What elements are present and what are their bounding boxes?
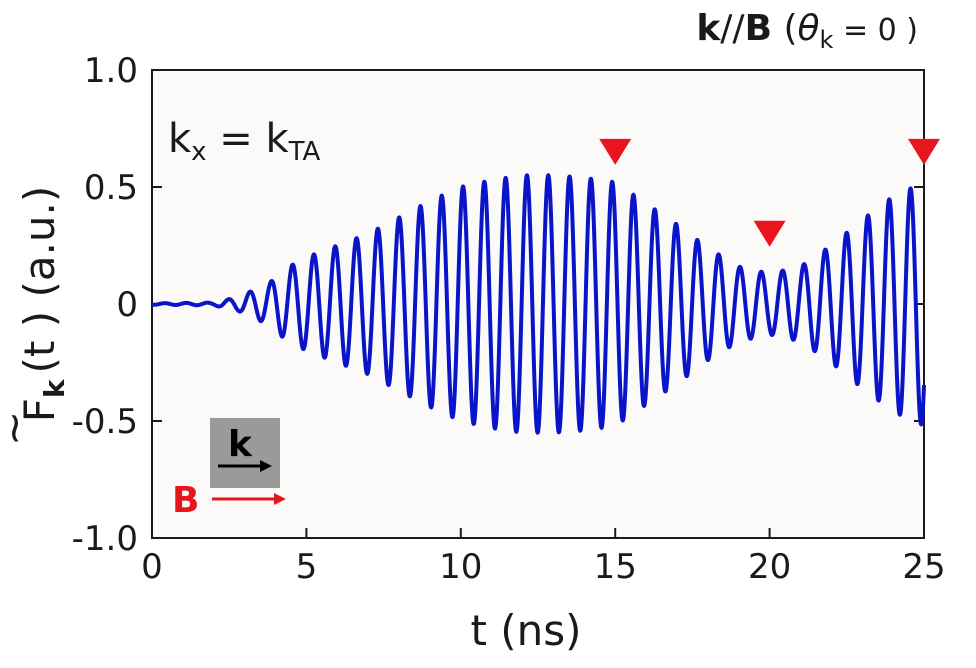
y-axis-label-tilde: ~ bbox=[0, 411, 38, 446]
y-tick-label: 0.5 bbox=[84, 168, 138, 208]
y-tick-label: 0 bbox=[116, 285, 138, 325]
y-tick-label: 1.0 bbox=[84, 51, 138, 91]
x-tick-label: 5 bbox=[296, 547, 318, 587]
inset-k-arrowhead bbox=[260, 460, 272, 472]
marker-triangle bbox=[599, 138, 632, 165]
wavevector-annotation: kx = kTA bbox=[168, 116, 321, 167]
y-tick-label: -0.5 bbox=[72, 402, 138, 442]
direction-inset: k B bbox=[172, 418, 286, 521]
y-tick-label: -1.0 bbox=[72, 519, 138, 559]
y-axis: 1.0 0.5 0 -0.5 -1.0 bbox=[72, 51, 924, 559]
inset-k-box bbox=[210, 418, 280, 488]
x-tick-label: 15 bbox=[594, 547, 637, 587]
y-axis-label: Fk(t ) (a.u.) bbox=[15, 186, 71, 423]
x-axis-label: t (ns) bbox=[470, 606, 581, 655]
plot-area bbox=[151, 69, 925, 539]
x-tick-label: 10 bbox=[439, 547, 482, 587]
series-line bbox=[150, 173, 926, 435]
x-axis: 0 5 10 15 20 25 bbox=[141, 528, 946, 587]
svg-text:Fk(t ) (a.u.): Fk(t ) (a.u.) bbox=[15, 186, 71, 423]
chart-title: k//B (θk = 0 ) bbox=[696, 8, 918, 54]
markers bbox=[599, 138, 940, 247]
inset-B-arrowhead bbox=[274, 493, 286, 505]
inset-B-label: B bbox=[172, 480, 199, 521]
inset-k-label: k bbox=[228, 424, 253, 465]
x-tick-label: 20 bbox=[748, 547, 791, 587]
x-tick-label: 0 bbox=[141, 547, 163, 587]
x-tick-label: 25 bbox=[902, 547, 945, 587]
marker-triangle bbox=[753, 220, 786, 247]
marker-triangle bbox=[908, 138, 940, 165]
